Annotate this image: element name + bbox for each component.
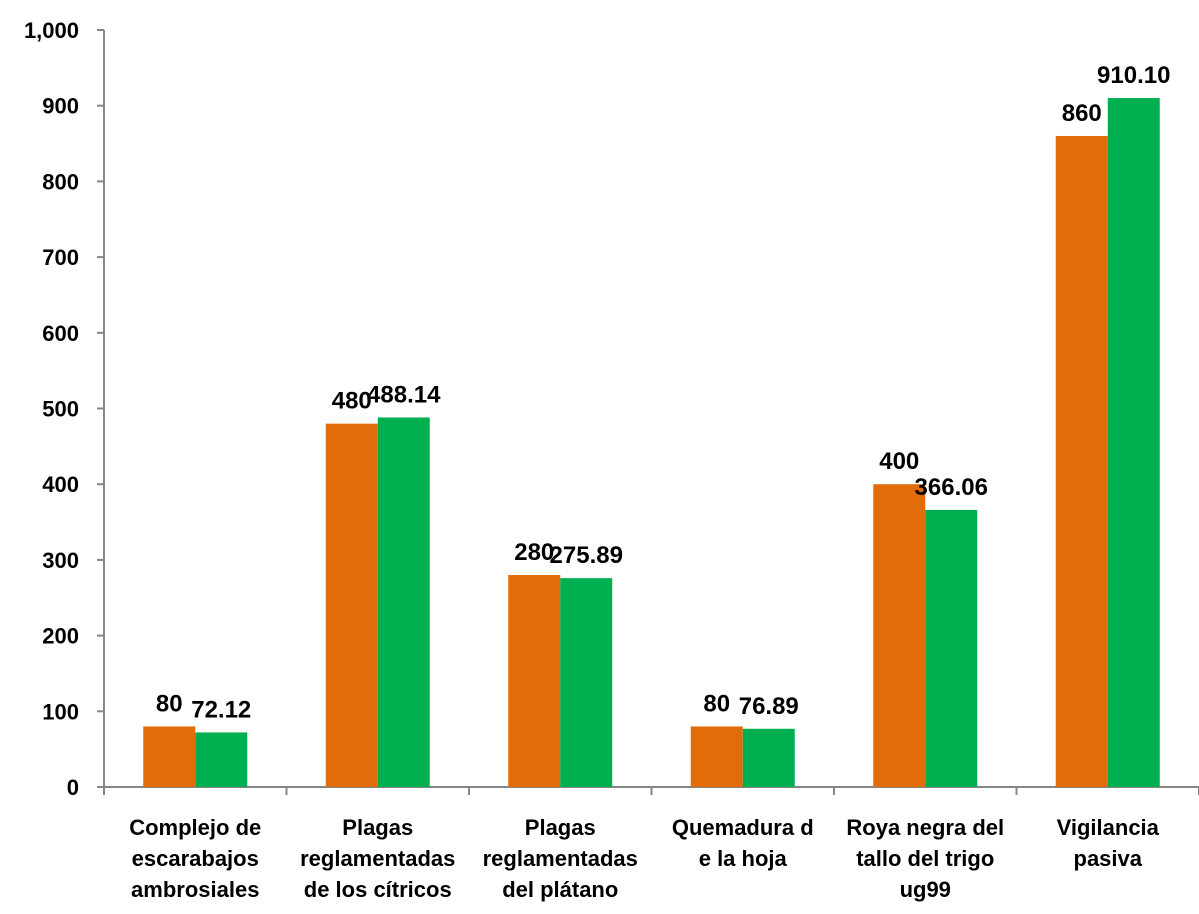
data-label-series-1: 280 [514, 539, 554, 566]
bar-series-1 [1055, 135, 1108, 788]
data-label-series-1: 860 [1062, 100, 1102, 127]
data-label-series-2: 488.14 [367, 381, 441, 408]
data-label-series-1: 400 [879, 448, 919, 475]
y-tick-label: 200 [42, 624, 79, 649]
y-tick-label: 500 [42, 397, 79, 422]
y-axis: 0 100 200 300 400 500 600 700 800 900 1,000 [24, 18, 105, 800]
data-label-series-2: 910.10 [1097, 62, 1170, 89]
y-tick-label: 1,000 [24, 18, 79, 43]
bar-series-2 [925, 509, 978, 787]
data-label-series-2: 76.89 [739, 693, 799, 720]
data-label-series-2: 366.06 [915, 474, 988, 501]
y-tick-label: 900 [42, 94, 79, 119]
y-tick-label: 800 [42, 169, 79, 194]
bar-series-1 [690, 726, 743, 787]
bar-series-1 [143, 726, 196, 787]
bar-series-1 [325, 423, 378, 787]
y-tick-label: 400 [42, 472, 79, 497]
y-tick-label: 700 [42, 245, 79, 270]
y-tick-label: 300 [42, 548, 79, 573]
bar-series-2 [1107, 98, 1160, 787]
x-tick-label: Vigilancia pasiva [1057, 815, 1160, 871]
x-axis: Complejo de escarabajos ambrosiales Plagas r… [103, 786, 1199, 902]
data-label-series-2: 275.89 [550, 542, 623, 569]
bars [143, 98, 1160, 788]
bar-series-1 [508, 575, 561, 787]
data-label-series-2: 72.12 [191, 696, 251, 723]
data-label-series-1: 480 [332, 388, 372, 415]
bar-series-1 [873, 484, 926, 787]
data-label-series-1: 80 [703, 690, 730, 717]
x-tick-label: Plagas reglamentadas del plátano [483, 815, 638, 902]
x-tick-label: Plagas reglamentadas de los cítricos [300, 815, 455, 902]
bar-series-2 [195, 732, 248, 787]
y-tick-label: 600 [42, 321, 79, 346]
data-label-series-1: 80 [156, 690, 183, 717]
y-tick-label: 0 [67, 775, 79, 800]
data-labels: 80 480 280 80 400 860 72.12 488.14 275.89 76.89 36… [156, 62, 1171, 723]
bar-series-2 [560, 578, 613, 787]
bar-series-2 [377, 417, 430, 787]
y-tick-label: 100 [42, 699, 79, 724]
x-tick-label: Roya negra del tallo del trigo ug99 [846, 815, 1004, 902]
bar-series-2 [742, 728, 795, 787]
x-tick-label: Complejo de escarabajos ambrosiales [129, 815, 261, 902]
